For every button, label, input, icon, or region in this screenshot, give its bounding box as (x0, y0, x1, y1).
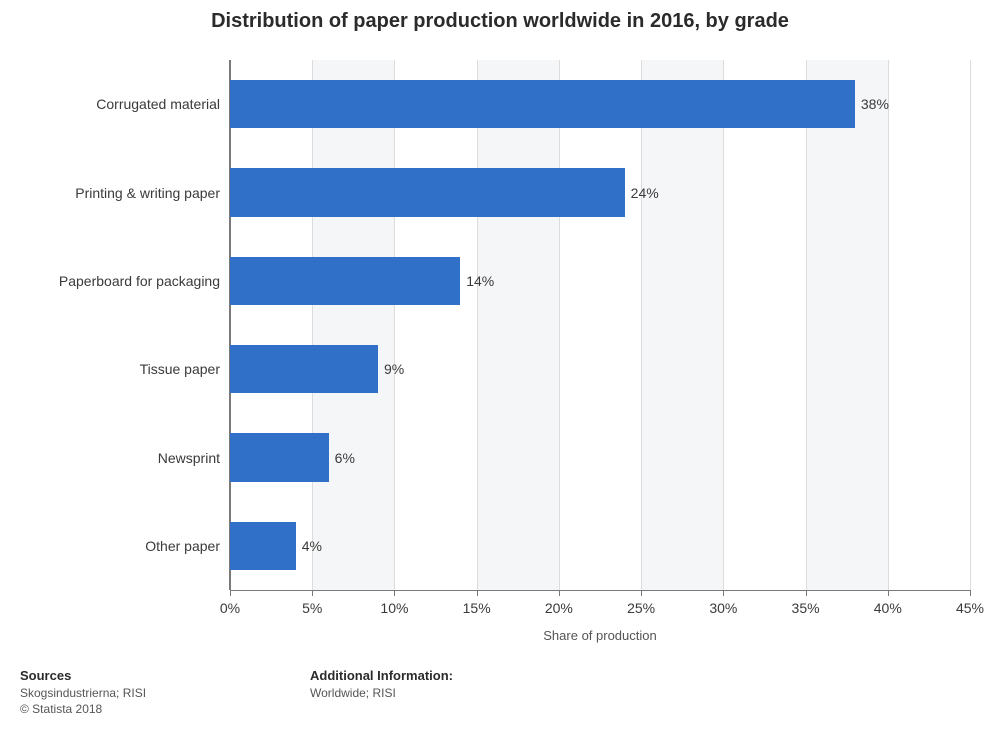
plot-stripe (394, 60, 476, 590)
footer-additional-heading: Additional Information: (310, 668, 453, 683)
x-tick-label: 40% (874, 590, 902, 616)
category-label: Newsprint (158, 450, 230, 466)
x-tick-label: 30% (709, 590, 737, 616)
bar-value-label: 14% (466, 273, 494, 289)
x-gridline (970, 60, 971, 590)
footer-additional: Additional Information: Worldwide; RISI (310, 668, 453, 701)
plot-stripe (230, 60, 312, 590)
x-axis-line (230, 590, 970, 591)
footer-sources: Sources Skogsindustrierna; RISI© Statist… (20, 668, 146, 717)
x-tick-label: 10% (380, 590, 408, 616)
plot-stripe (477, 60, 559, 590)
x-tick-label: 35% (792, 590, 820, 616)
bar (230, 522, 296, 571)
category-label: Paperboard for packaging (59, 273, 230, 289)
x-gridline (394, 60, 395, 590)
x-gridline (559, 60, 560, 590)
y-axis-line (229, 60, 231, 590)
category-label: Other paper (145, 538, 230, 554)
plot-stripe (888, 60, 970, 590)
page: Distribution of paper production worldwi… (0, 0, 1000, 743)
x-tick-label: 20% (545, 590, 573, 616)
bar (230, 345, 378, 394)
bar-value-label: 6% (335, 450, 355, 466)
footer-sources-heading: Sources (20, 668, 146, 683)
plot-stripe (559, 60, 641, 590)
plot-stripe (723, 60, 805, 590)
x-tick-label: 0% (220, 590, 240, 616)
plot-stripe (806, 60, 888, 590)
bar-value-label: 24% (631, 185, 659, 201)
x-tick-label: 45% (956, 590, 984, 616)
x-axis-title: Share of production (230, 628, 970, 643)
bar (230, 433, 329, 482)
bar-value-label: 38% (861, 96, 889, 112)
x-gridline (477, 60, 478, 590)
footer-line: © Statista 2018 (20, 701, 146, 717)
chart-title: Distribution of paper production worldwi… (0, 10, 1000, 33)
x-tick-label: 15% (463, 590, 491, 616)
bar (230, 257, 460, 306)
bar (230, 80, 855, 129)
bar-value-label: 4% (302, 538, 322, 554)
bar (230, 168, 625, 217)
x-gridline (723, 60, 724, 590)
x-gridline (806, 60, 807, 590)
footer-line: Worldwide; RISI (310, 685, 453, 701)
x-gridline (312, 60, 313, 590)
chart-plot-area: 0%5%10%15%20%25%30%35%40%45%Corrugated m… (230, 60, 970, 590)
footer-line: Skogsindustrierna; RISI (20, 685, 146, 701)
x-tick-label: 5% (302, 590, 322, 616)
x-tick-label: 25% (627, 590, 655, 616)
category-label: Printing & writing paper (75, 185, 230, 201)
x-gridline (888, 60, 889, 590)
bar-value-label: 9% (384, 361, 404, 377)
category-label: Corrugated material (96, 96, 230, 112)
category-label: Tissue paper (140, 361, 230, 377)
plot-stripe (641, 60, 723, 590)
x-gridline (641, 60, 642, 590)
plot-stripe (312, 60, 394, 590)
